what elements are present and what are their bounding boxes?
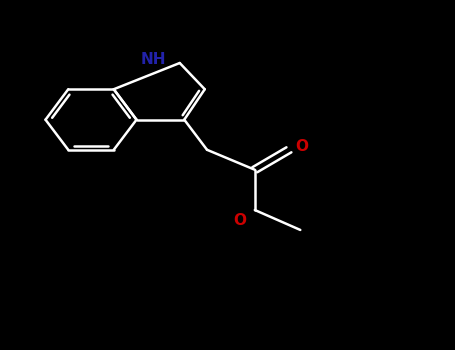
Text: O: O xyxy=(296,139,309,154)
Text: O: O xyxy=(233,213,247,228)
Text: NH: NH xyxy=(141,52,166,67)
